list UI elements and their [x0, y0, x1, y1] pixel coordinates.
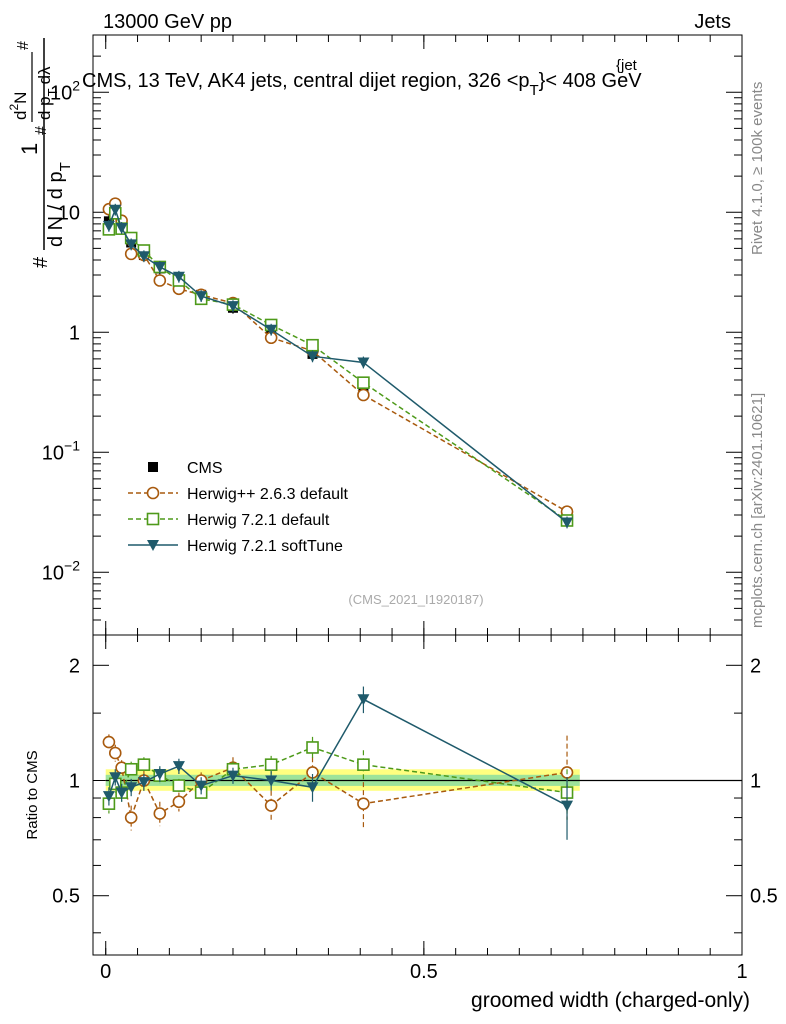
herwig-softtune-ratio-point	[172, 761, 185, 773]
herwig-softtune-point	[115, 222, 128, 234]
herwig-softtune-ratio-point	[109, 772, 122, 784]
main-y-tick-label: 102	[50, 77, 80, 104]
herwig-softtune-point	[226, 301, 239, 313]
legend-label-cms: CMS	[187, 460, 223, 477]
herwigpp-ratio-point	[124, 811, 138, 824]
herwig-default-ratio-point	[124, 762, 138, 776]
herwig-default-ratio-point	[172, 779, 186, 792]
herwig-default-point	[357, 376, 370, 389]
herwigpp-ratio-point	[172, 795, 186, 809]
herwig-softtune-ratio-point	[561, 800, 574, 812]
herwig-softtune-ratio-point	[265, 775, 278, 787]
ratio-frame	[92, 634, 743, 956]
main-y-tick-label: 10−1	[42, 437, 80, 464]
legend-marker-cms	[148, 462, 158, 472]
herwig-default-line	[108, 211, 568, 522]
ratio-y-tick-label: 0.5	[52, 886, 80, 908]
title-main: CMS, 13 TeV, AK4 jets, central dijet reg…	[82, 70, 530, 92]
ylabel-one: 1	[17, 143, 42, 155]
herwig-softtune-ratio-point	[153, 768, 166, 780]
legend-label-herwigpp: Herwig++ 2.6.3 default	[187, 486, 349, 503]
main-y-tick-label: 10	[58, 202, 80, 224]
herwigpp-line	[108, 202, 568, 513]
title-sub: T	[530, 82, 539, 99]
category-label: Jets	[694, 11, 731, 33]
svg-text:CMS, 13 TeV, AK4 jets, central: CMS, 13 TeV, AK4 jets, central dijet reg…	[82, 70, 642, 99]
herwigpp-point	[357, 388, 370, 402]
herwig-softtune-ratio-point	[226, 770, 239, 782]
rivet-label: Rivet 4.1.0, ≥ 100k events	[749, 82, 766, 255]
herwig-softtune-point	[153, 261, 166, 273]
herwig-softtune-point	[172, 271, 185, 283]
ratio-ylabel: Ratio to CMS	[24, 750, 41, 839]
plot-title: CMS, 13 TeV, AK4 jets, central dijet reg…	[82, 57, 642, 99]
herwig-softtune-point	[306, 351, 319, 363]
herwig-default-ratio-point	[264, 758, 278, 771]
herwig-softtune-point	[102, 220, 115, 232]
herwig-softtune-ratio-point	[102, 791, 115, 803]
ylabel-hash-3: #	[15, 41, 32, 50]
herwig-softtune-line	[108, 207, 568, 524]
herwig-softtune-point	[265, 324, 278, 336]
main-y-tick-label: 1	[69, 322, 80, 344]
herwig-softtune-point	[357, 357, 370, 369]
herwigpp-ratio-point	[108, 746, 122, 760]
herwigpp-ratio-point	[357, 797, 370, 810]
legend-label-herwig-softtune: Herwig 7.2.1 softTune	[187, 538, 343, 555]
herwigpp-ratio-point	[153, 807, 167, 820]
legend-marker-herwig-softtune	[147, 540, 159, 551]
herwig-softtune-ratio-point	[195, 780, 208, 792]
ratio-y-tick-label: 1	[69, 771, 80, 793]
x-axis-label: groomed width (charged-only)	[471, 989, 750, 1012]
ylabel-hash-1: #	[30, 256, 52, 268]
herwig-softtune-point	[195, 291, 208, 303]
ratio-y-tick-label-right: 2	[750, 655, 761, 677]
herwig-softtune-ratio-point	[306, 782, 319, 794]
herwig-softtune-ratio-point	[115, 787, 128, 799]
main-y-tick-label: 10−2	[42, 557, 80, 584]
x-tick-label: 0	[100, 961, 111, 983]
herwig-softtune-point	[137, 251, 150, 263]
ylabel-num: d2N	[7, 92, 30, 120]
herwig-softtune-ratio-point	[357, 694, 370, 706]
legend-marker-herwig-default	[146, 512, 160, 526]
ratio-y-tick-label: 2	[69, 655, 80, 677]
legend-marker-herwigpp	[146, 486, 160, 500]
legend-label-herwig-default: Herwig 7.2.1 default	[187, 512, 330, 529]
main-ylabel: # 1 d N / d pT # d2N d pTdλ #	[7, 38, 74, 268]
title-sup: {jet	[616, 57, 638, 74]
ylabel-hash-2: #	[33, 126, 50, 135]
herwigpp-point	[153, 274, 167, 287]
mcplots-label: mcplots.cern.ch [arXiv:2401.10621]	[749, 393, 766, 628]
analysis-watermark: (CMS_2021_I1920187)	[348, 592, 483, 607]
herwigpp-ratio-point	[264, 799, 278, 812]
herwig-default-point	[306, 338, 319, 352]
ratio-y-tick-label-right: 1	[750, 771, 761, 793]
herwigpp-ratio-point	[102, 735, 116, 749]
title-end: }< 408 GeV	[539, 70, 643, 92]
herwig-default-ratio-point	[357, 758, 370, 771]
herwig-default-ratio-point	[137, 758, 151, 771]
herwig-softtune-point	[125, 239, 138, 251]
herwig-softtune-ratio-point	[137, 777, 150, 789]
herwig-default-ratio-point	[306, 741, 319, 754]
herwig-softtune-point	[561, 517, 574, 529]
x-tick-label: 1	[736, 961, 747, 983]
herwig-softtune-point	[109, 204, 122, 216]
ylabel-denom: d N / d pT	[45, 162, 74, 247]
herwig-softtune-ratio-point	[125, 782, 138, 794]
ylabel-inner-denom: d pTdλ	[35, 66, 60, 120]
x-tick-label: 0.5	[410, 961, 438, 983]
energy-label: 13000 GeV pp	[103, 11, 232, 33]
ratio-y-tick-label-right: 0.5	[750, 886, 778, 908]
